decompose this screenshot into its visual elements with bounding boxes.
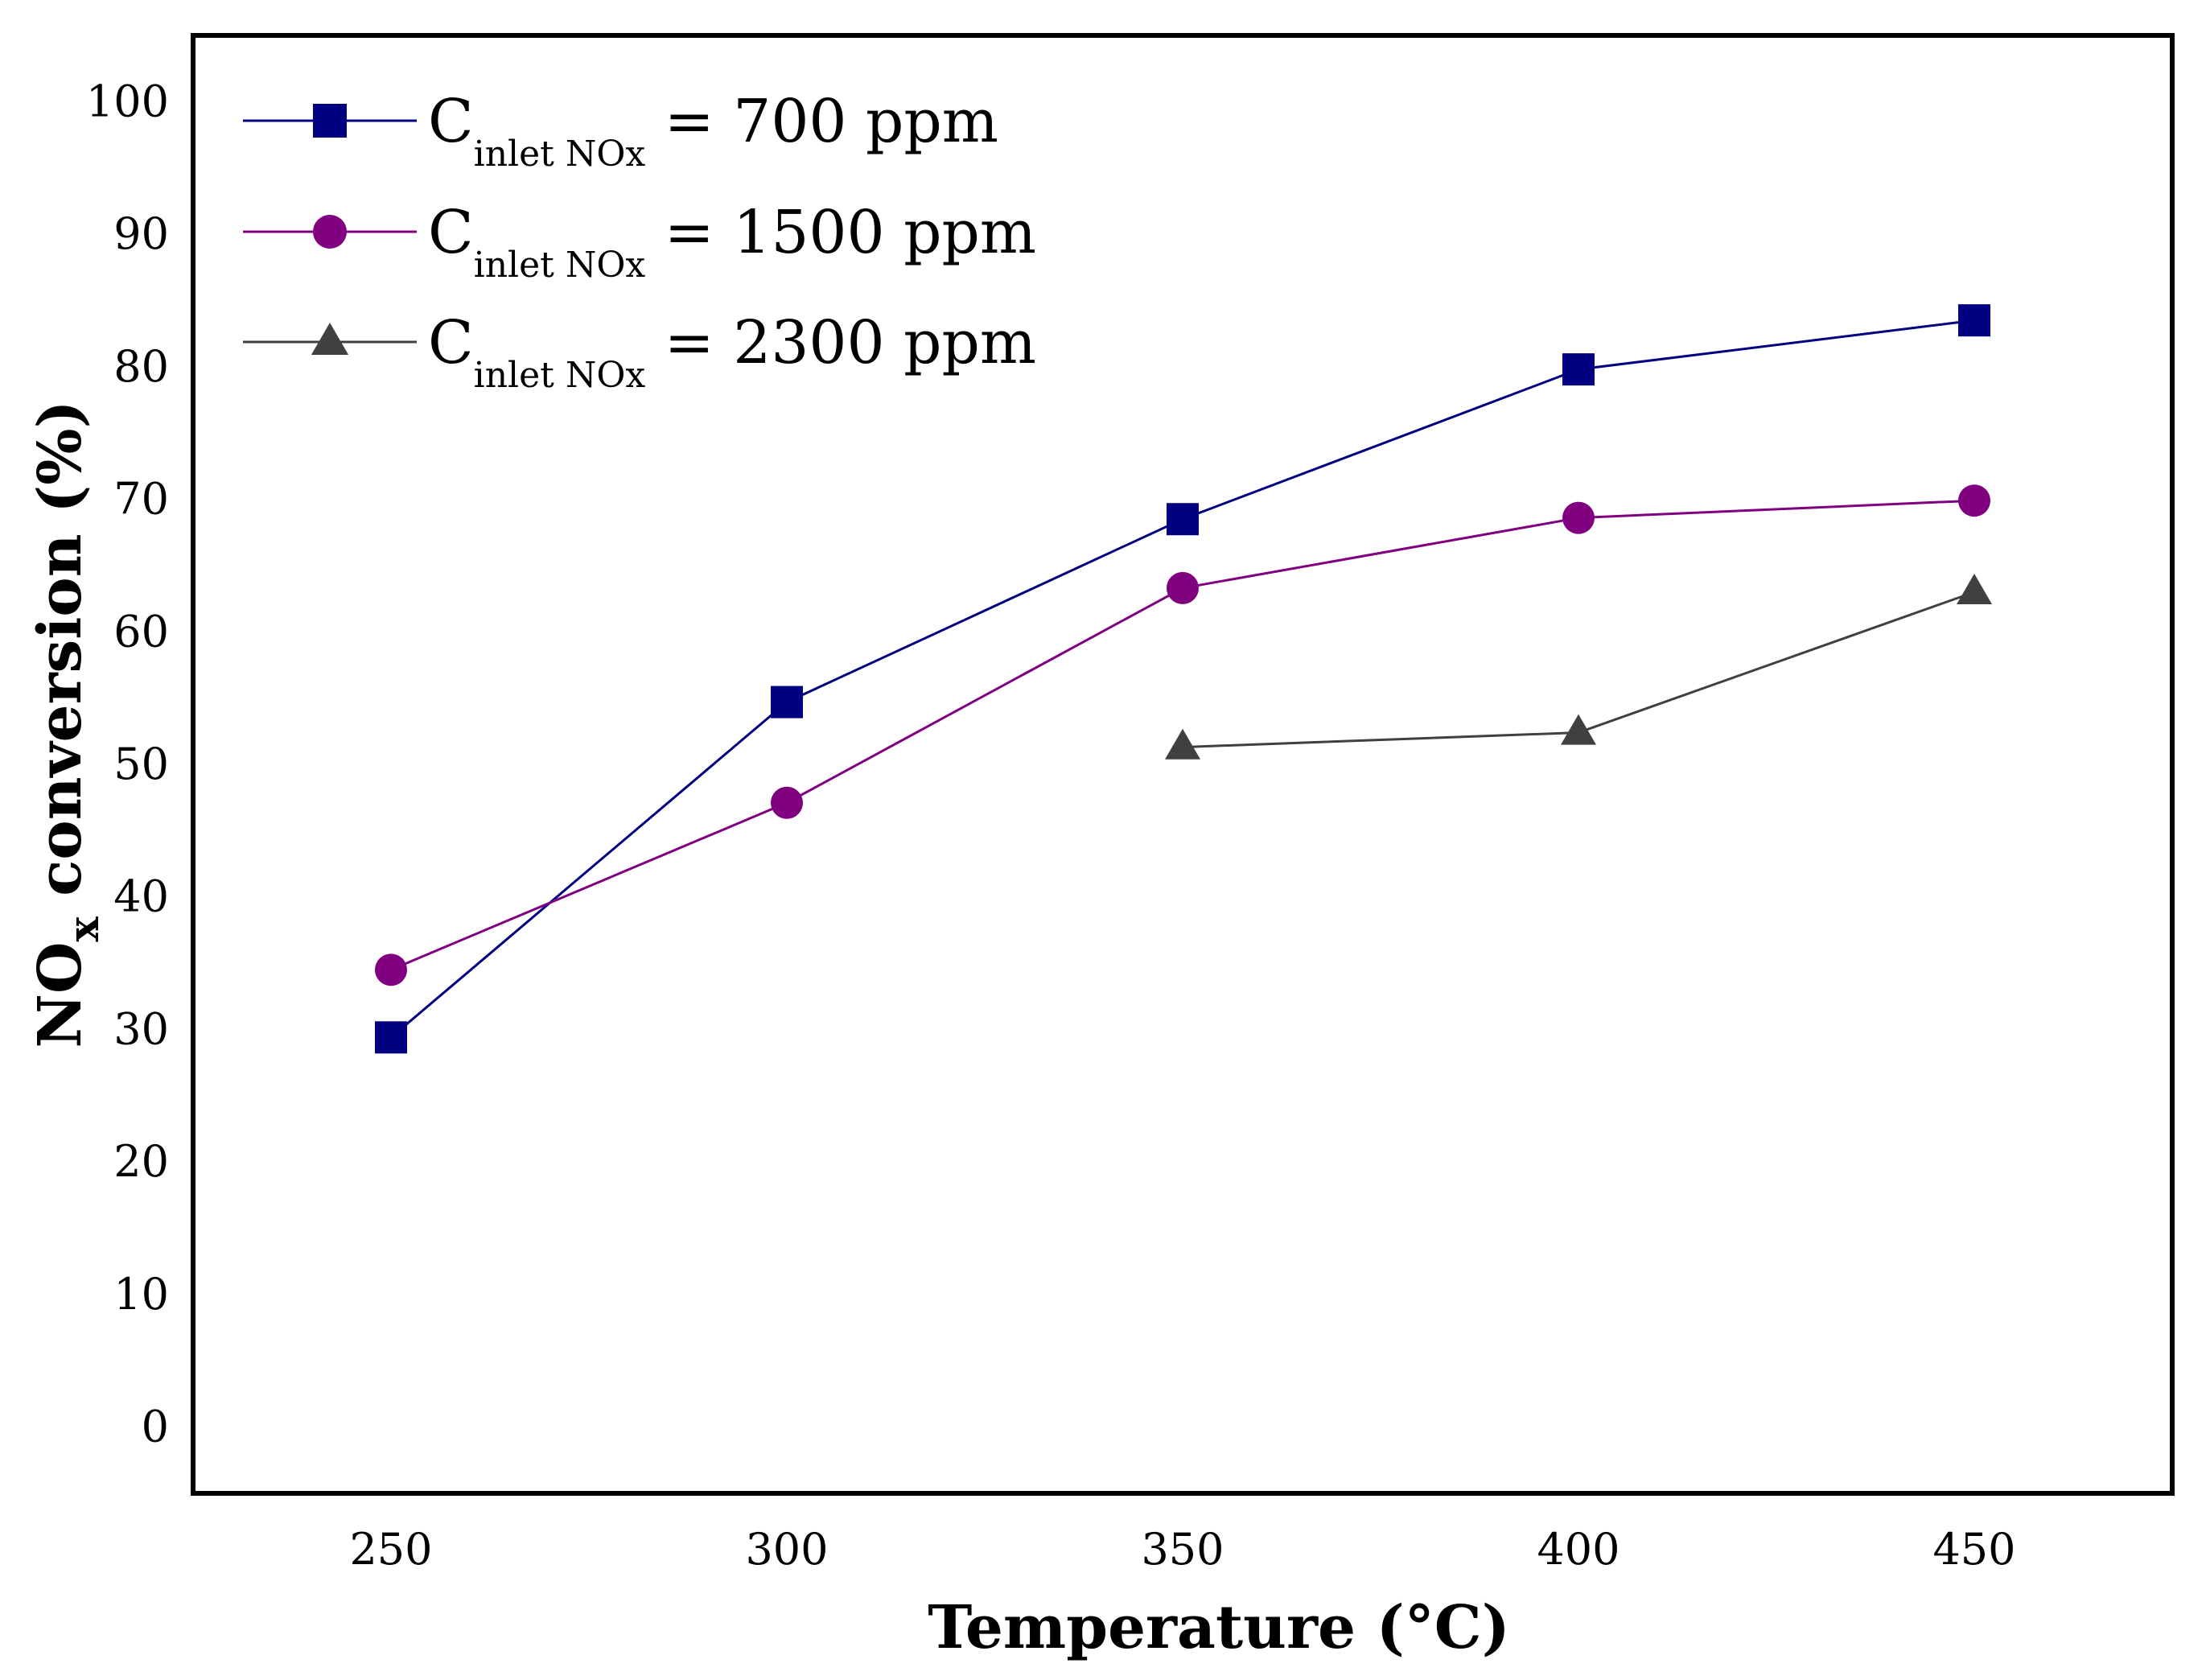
- legend-label-subscript: inlet NOx: [474, 245, 646, 286]
- data-point-square: [1958, 304, 1990, 337]
- x-tick-label: 400: [1537, 1524, 1620, 1575]
- y-tick-label: 0: [142, 1402, 169, 1452]
- data-point-triangle: [1165, 728, 1200, 760]
- y-tick-label: 40: [113, 871, 169, 922]
- legend-label-main: C: [428, 87, 474, 156]
- legend-marker-square: [313, 104, 347, 138]
- x-tick-label: 250: [349, 1524, 432, 1575]
- data-point-square: [375, 1021, 407, 1054]
- data-point-square: [1167, 503, 1199, 536]
- y-tick-label: 80: [113, 341, 169, 392]
- legend-label-subscript: inlet NOx: [474, 134, 646, 175]
- legend-item: Cinlet NOx = 700 ppm: [243, 87, 998, 175]
- data-point-square: [1562, 353, 1595, 386]
- x-tick-label: 450: [1932, 1524, 2015, 1575]
- y-tick-label: 60: [113, 606, 169, 657]
- data-point-circle: [771, 786, 803, 819]
- legend-label: Cinlet NOx = 2300 ppm: [428, 308, 1036, 396]
- y-tick-label: 90: [113, 208, 169, 259]
- y-tick-label: 100: [86, 76, 169, 126]
- legend-item: Cinlet NOx = 1500 ppm: [243, 198, 1036, 286]
- legend-item: Cinlet NOx = 2300 ppm: [243, 308, 1036, 396]
- x-axis: 250 300 350 400 450: [349, 1524, 2015, 1575]
- y-tick-label: 10: [113, 1269, 169, 1320]
- legend-label: Cinlet NOx = 700 ppm: [428, 87, 998, 175]
- y-axis-title-rest: conversion (%): [26, 400, 95, 916]
- legend-label-rest: = 2300 ppm: [645, 308, 1036, 377]
- y-axis: 0 10 20 30 40 50 60 70 80 90 100: [86, 76, 169, 1451]
- y-axis-title: NOx conversion (%): [26, 400, 109, 1048]
- legend-label-rest: = 700 ppm: [645, 87, 998, 156]
- series-layer: [375, 304, 1992, 1054]
- series-3: [1165, 574, 1992, 760]
- x-axis-title: Temperature (°C): [928, 1593, 1509, 1662]
- legend-marker-triangle: [311, 323, 349, 355]
- series-1: [375, 304, 1990, 1054]
- legend-label-rest: = 1500 ppm: [645, 198, 1036, 267]
- legend-label: Cinlet NOx = 1500 ppm: [428, 198, 1036, 286]
- data-point-circle: [1562, 501, 1595, 534]
- data-point-circle: [1958, 484, 1990, 517]
- legend-label-main: C: [428, 198, 474, 267]
- data-point-circle: [375, 953, 407, 986]
- legend-label-main: C: [428, 308, 474, 377]
- data-point-triangle: [1957, 574, 1992, 605]
- x-tick-label: 350: [1141, 1524, 1224, 1575]
- data-point-square: [771, 686, 803, 719]
- x-tick-label: 300: [745, 1524, 828, 1575]
- y-tick-label: 20: [113, 1136, 169, 1187]
- data-point-circle: [1167, 571, 1199, 604]
- series-2: [375, 484, 1990, 986]
- data-point-triangle: [1561, 714, 1596, 745]
- legend-label-subscript: inlet NOx: [474, 355, 646, 396]
- y-tick-label: 50: [113, 739, 169, 789]
- y-tick-label: 70: [113, 474, 169, 525]
- y-tick-label: 30: [113, 1003, 169, 1054]
- y-axis-title-main: NO: [26, 942, 95, 1048]
- plot-area-frame: [191, 33, 2175, 1496]
- legend-marker-circle: [313, 215, 347, 249]
- y-axis-title-subscript: x: [60, 916, 109, 942]
